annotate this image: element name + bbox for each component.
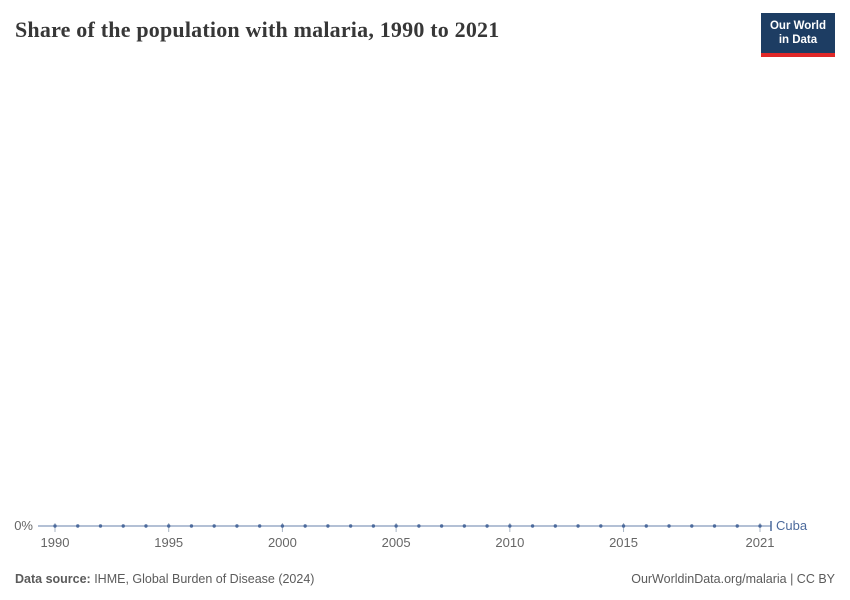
data-point-dot[interactable] [712, 524, 717, 528]
data-point-dot[interactable] [212, 524, 216, 528]
data-point-dot[interactable] [348, 524, 353, 528]
data-point-dot[interactable] [121, 524, 125, 528]
entity-label[interactable]: Cuba [776, 518, 808, 533]
data-point-dot[interactable] [417, 524, 421, 528]
data-point-dot[interactable] [53, 524, 57, 528]
data-point-dot[interactable] [690, 524, 694, 528]
data-point-dot[interactable] [303, 524, 307, 528]
data-point-dot[interactable] [553, 524, 558, 528]
data-source-label: Data source: [15, 572, 91, 586]
data-point-dot[interactable] [621, 524, 626, 528]
chart-header: Share of the population with malaria, 19… [0, 0, 850, 57]
data-point-dot[interactable] [508, 524, 512, 528]
x-axis-tick-label: 1995 [154, 535, 183, 550]
data-source: Data source: IHME, Global Burden of Dise… [15, 572, 314, 586]
data-point-dot[interactable] [667, 524, 671, 528]
owid-logo[interactable]: Our World in Data [760, 13, 835, 57]
data-point-dot[interactable] [530, 524, 535, 528]
data-source-text: IHME, Global Burden of Disease (2024) [90, 572, 315, 586]
x-axis-tick-label: 2000 [268, 535, 297, 550]
data-point-dot[interactable] [76, 524, 80, 528]
x-axis-tick-label: 2015 [609, 535, 638, 550]
data-point-dot[interactable] [599, 524, 603, 528]
data-point-dot[interactable] [394, 524, 398, 528]
data-point-dot[interactable] [189, 524, 194, 528]
x-axis-tick-label: 2010 [495, 535, 524, 550]
data-point-dot[interactable] [257, 524, 262, 528]
chart-plot-area: 0% 1990 1995 2000 2005 2010 2015 2021 Cuba [0, 57, 850, 564]
x-axis-tick-label: 1990 [41, 535, 70, 550]
data-point-dot[interactable] [758, 524, 762, 528]
owid-logo-line1: Our World [769, 20, 826, 32]
data-point-dot[interactable] [167, 524, 171, 528]
data-point-dot[interactable] [280, 524, 285, 528]
data-point-dot[interactable] [462, 524, 467, 528]
data-point-dot[interactable] [144, 524, 148, 528]
chart-footer: Data source: IHME, Global Burden of Dise… [0, 564, 850, 600]
data-point-dot[interactable] [644, 524, 648, 528]
data-point-dot[interactable] [98, 524, 103, 528]
x-axis-tick-label: 2021 [746, 535, 775, 550]
x-axis-tick-label: 2005 [382, 535, 411, 550]
owid-logo-line2: in Data [778, 33, 818, 46]
data-point-dot[interactable] [371, 524, 376, 528]
data-point-dot[interactable] [235, 524, 239, 528]
y-axis-zero-label: 0% [14, 518, 33, 533]
chart-title: Share of the population with malaria, 19… [15, 17, 500, 42]
credit-line[interactable]: OurWorldinData.org/malaria | CC BY [631, 572, 835, 586]
data-point-dot[interactable] [735, 524, 739, 528]
data-point-dot[interactable] [326, 524, 330, 528]
data-point-dot[interactable] [576, 524, 580, 528]
data-point-dot[interactable] [439, 524, 444, 528]
data-point-dot[interactable] [485, 524, 489, 528]
